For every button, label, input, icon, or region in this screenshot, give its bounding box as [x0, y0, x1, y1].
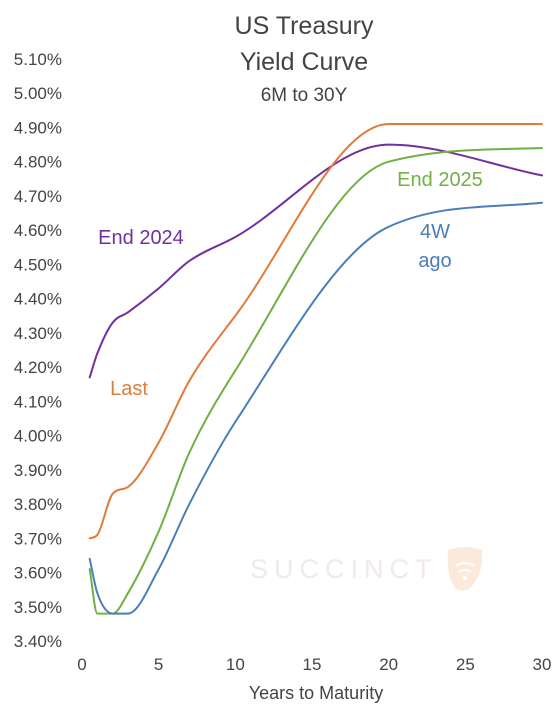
watermark-shield-icon [447, 547, 483, 591]
y-tick-label: 3.50% [14, 598, 62, 617]
x-tick-label: 5 [154, 655, 163, 674]
chart-title-line-1: US Treasury [235, 12, 374, 40]
series-labels: End 2024 Last End 2025 4W ago [98, 169, 483, 400]
chart-title-line-2: Yield Curve [240, 48, 368, 76]
watermark-text: SUCCINCT [250, 554, 438, 584]
series-label-4w-ago-line-2: ago [418, 250, 451, 272]
y-tick-label: 3.60% [14, 564, 62, 583]
y-tick-label: 4.80% [14, 153, 62, 172]
y-tick-label: 5.00% [14, 84, 62, 103]
watermark-logo: SUCCINCT [250, 547, 483, 591]
y-tick-label: 4.40% [14, 290, 62, 309]
x-tick-label: 20 [379, 655, 398, 674]
x-tick-label: 10 [226, 655, 245, 674]
series-line-end-2024 [88, 143, 543, 379]
chart-subtitle: 6M to 30Y [261, 85, 348, 106]
y-tick-label: 4.50% [14, 255, 62, 274]
y-axis: 3.40% 3.50% 3.60% 3.70% 3.80% 3.90% 4.00% 4.10%… [14, 50, 62, 651]
y-tick-label: 3.70% [14, 529, 62, 548]
x-tick-label: 25 [456, 655, 475, 674]
series-line-end-2025 [88, 147, 543, 615]
x-tick-label: 0 [77, 655, 86, 674]
y-tick-label: 3.40% [14, 632, 62, 651]
x-tick-label: 15 [303, 655, 322, 674]
series-line-last [88, 123, 543, 540]
y-tick-label: 3.80% [14, 495, 62, 514]
y-tick-label: 3.90% [14, 461, 62, 480]
x-axis-title: Years to Maturity [249, 683, 383, 703]
series-label-last: Last [110, 378, 148, 400]
y-tick-label: 4.20% [14, 358, 62, 377]
x-tick-label: 30 [533, 655, 552, 674]
x-axis: 0 5 10 15 20 25 30 [77, 655, 551, 674]
y-tick-label: 4.30% [14, 324, 62, 343]
series-label-end-2025: End 2025 [397, 169, 483, 191]
y-tick-label: 4.00% [14, 427, 62, 446]
series-label-end-2024: End 2024 [98, 227, 184, 249]
series-lines [88, 123, 543, 615]
y-tick-label: 4.60% [14, 221, 62, 240]
series-label-4w-ago-line-1: 4W [420, 221, 450, 243]
y-tick-label: 4.10% [14, 392, 62, 411]
series-line-4w-ago [88, 201, 543, 615]
y-tick-label: 4.70% [14, 187, 62, 206]
y-tick-label: 4.90% [14, 118, 62, 137]
y-tick-label: 5.10% [14, 50, 62, 69]
